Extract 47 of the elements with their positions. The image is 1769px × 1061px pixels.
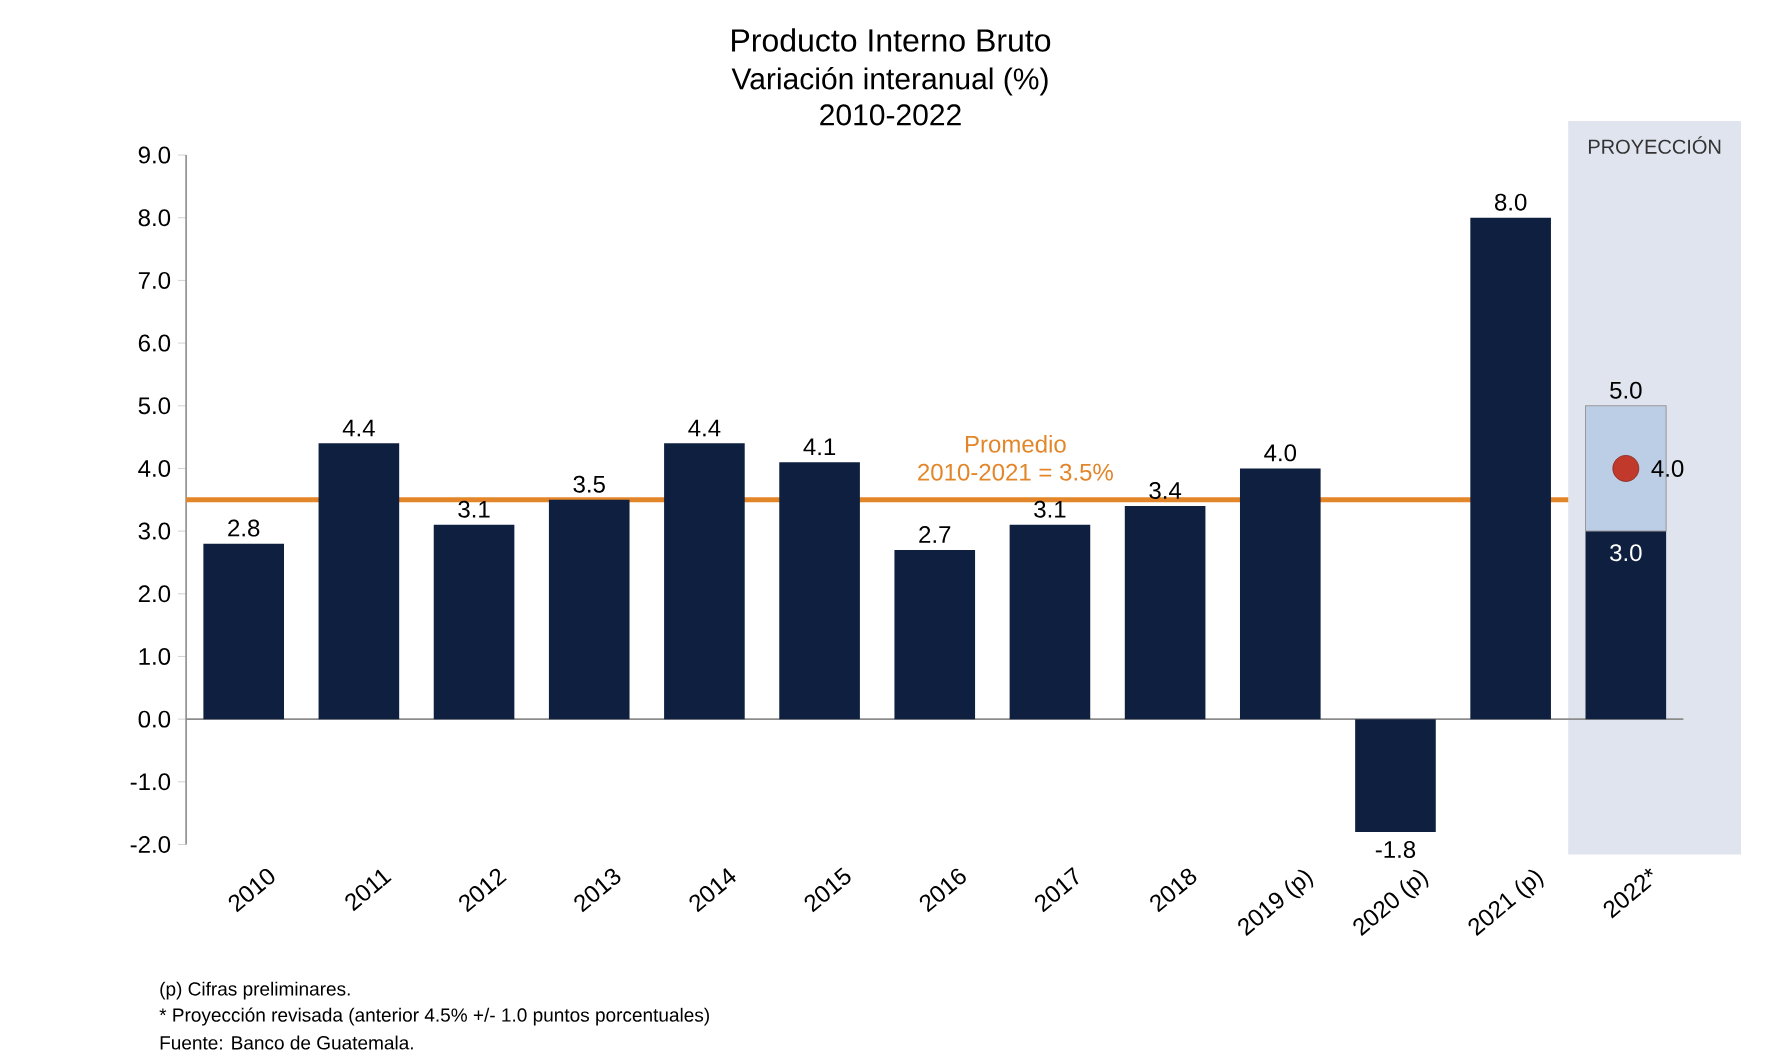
y-tick-label: 9.0 <box>138 146 171 164</box>
text: * Proyección revisada (anterior 4.5% +/- 1.0 puntos porcentuales) <box>159 1007 709 1026</box>
bar <box>203 543 285 720</box>
data-label: 4.4 <box>342 419 375 437</box>
bar <box>548 499 630 720</box>
band-label: PROYECCIÓN <box>1588 136 1721 155</box>
data-label: 4.4 <box>688 419 721 437</box>
chart-subtitle: Variación interanual (%) 2010-2022 <box>731 67 1048 126</box>
data-label: -1.8 <box>1375 841 1416 859</box>
data-label: 3.5 <box>573 475 605 493</box>
bar <box>894 550 976 720</box>
data-label: 3.1 <box>458 500 490 518</box>
data-label: 3.0 <box>1610 544 1642 562</box>
bar <box>1239 468 1321 720</box>
chart-title: Producto Interno Bruto <box>732 28 1051 52</box>
y-tick-label: -1.0 <box>130 773 171 791</box>
y-tick-label: 2.0 <box>138 585 171 603</box>
bar <box>1585 531 1667 720</box>
data-label: 4.1 <box>803 438 836 456</box>
y-tick-label: 4.0 <box>138 460 171 478</box>
ref-line-label: Promedio 2010-2021 = 3.5% <box>918 435 1113 481</box>
source-note: Fuente: Banco de Guatemala. <box>160 1035 413 1050</box>
y-tick-label: -2.0 <box>130 836 171 854</box>
y-tick-label: 0.0 <box>138 710 171 728</box>
bar <box>779 462 860 720</box>
y-tick-label: 1.0 <box>139 648 171 666</box>
y-tick-label: 6.0 <box>138 334 171 352</box>
data-label: 3.1 <box>1034 500 1066 518</box>
annotation: 5.0 <box>1610 381 1642 399</box>
y-tick-label: 5.0 <box>138 397 171 415</box>
y-tick-label: 8.0 <box>138 209 171 227</box>
bar <box>1124 506 1206 720</box>
data-label: 4.0 <box>1264 444 1297 462</box>
data-label: 2.7 <box>919 526 951 544</box>
data-label: 3.4 <box>1149 482 1182 500</box>
bar <box>433 525 515 720</box>
data-label: 8.0 <box>1494 193 1527 211</box>
y-tick-label: 7.0 <box>138 272 171 290</box>
bar <box>1355 719 1436 833</box>
y-tick-label: 3.0 <box>138 522 171 540</box>
bar <box>1470 217 1551 720</box>
bar <box>1009 525 1091 720</box>
bar <box>664 443 745 720</box>
data-label: 4.0 <box>1651 460 1684 478</box>
bar <box>318 443 400 720</box>
text: (p) Cifras preliminares. <box>160 981 350 1000</box>
data-label: 2.8 <box>228 519 260 537</box>
